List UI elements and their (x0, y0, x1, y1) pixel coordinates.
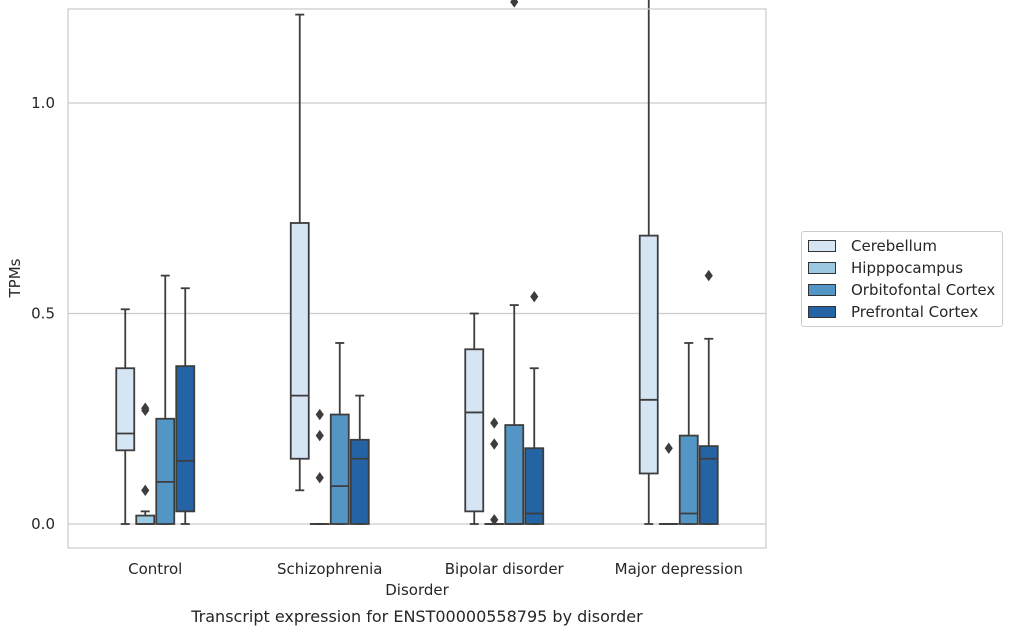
legend-item-cerebellum: Cerebellum (808, 236, 937, 256)
outlier-point (490, 438, 499, 450)
box-3-1 (349, 394, 370, 525)
outlier-point (490, 417, 499, 429)
outlier-point (315, 408, 324, 421)
x-tick-label: Schizophrenia (277, 560, 382, 578)
box-0-3 (638, 0, 659, 525)
iqr-box (698, 445, 719, 525)
box-2-0 (155, 274, 176, 525)
box-0-2 (464, 312, 485, 525)
legend-label: Cerebellum (851, 237, 937, 255)
legend-swatch-orbitofrontal (808, 284, 836, 296)
x-tick-label: Control (128, 560, 182, 578)
iqr-box (524, 447, 545, 525)
legend-label: Orbitofontal Cortex (851, 281, 996, 299)
iqr-box (329, 413, 350, 525)
iqr-box (115, 367, 136, 452)
outlier-point (315, 429, 324, 442)
iqr-box (638, 234, 659, 475)
iqr-box (155, 417, 176, 525)
x-axis-label: Disorder (385, 581, 449, 599)
box-3-2 (524, 290, 545, 525)
y-tick-label: 0.5 (31, 305, 55, 323)
outlier-point (510, 0, 519, 8)
x-tick-label: Major depression (615, 560, 743, 578)
box-1-1 (309, 408, 330, 525)
outlier-point (664, 442, 673, 454)
outlier-point (141, 402, 150, 414)
legend-label: Hipppocampus (851, 259, 964, 277)
legend-label: Prefrontal Cortex (851, 303, 979, 321)
legend-swatch-prefrontal (808, 306, 836, 318)
outlier-point (530, 290, 539, 303)
x-tick-labels: Control Schizophrenia Bipolar disorder Majo… (128, 560, 743, 578)
legend-swatch-hippocampus (808, 262, 836, 274)
y-axis-label: TPMs (6, 258, 24, 298)
y-tick-labels: 0.00.51.01.52.0 (31, 94, 55, 533)
iqr-box (464, 348, 485, 513)
legend-item-hippocampus: Hipppocampus (808, 258, 963, 278)
box-2-1 (329, 342, 350, 525)
iqr-box (504, 424, 525, 525)
iqr-box (678, 434, 699, 525)
iqr-box (349, 438, 370, 525)
legend-item-orbitofrontal: Orbitofontal Cortex (808, 280, 995, 300)
x-tick-label: Bipolar disorder (445, 560, 565, 578)
outlier-point (490, 514, 499, 526)
box-0-1 (289, 13, 310, 492)
plot-frame (67, 8, 767, 549)
iqr-box (135, 514, 156, 525)
outlier-point (704, 269, 713, 282)
iqr-box (175, 365, 196, 513)
box-layer (115, 0, 719, 526)
iqr-box (289, 222, 310, 460)
legend-item-prefrontal: Prefrontal Cortex (808, 302, 978, 322)
box-2-2 (504, 0, 525, 525)
box-2-3 (678, 342, 699, 525)
box-0-0 (115, 308, 136, 525)
legend-swatch-cerebellum (808, 240, 836, 252)
y-tick-label: 1.0 (31, 94, 55, 112)
box-3-0 (175, 287, 196, 525)
box-1-2 (484, 417, 505, 526)
outlier-point (315, 472, 324, 484)
box-1-3 (658, 442, 679, 525)
y-tick-label: 0.0 (31, 515, 55, 533)
box-3-3 (698, 269, 719, 525)
legend: Cerebellum Hipppocampus Orbitofontal Cor… (801, 231, 1003, 327)
box-1-0 (135, 402, 156, 525)
chart-title: Transcript expression for ENST0000055879… (190, 607, 643, 626)
outlier-point (141, 484, 150, 497)
